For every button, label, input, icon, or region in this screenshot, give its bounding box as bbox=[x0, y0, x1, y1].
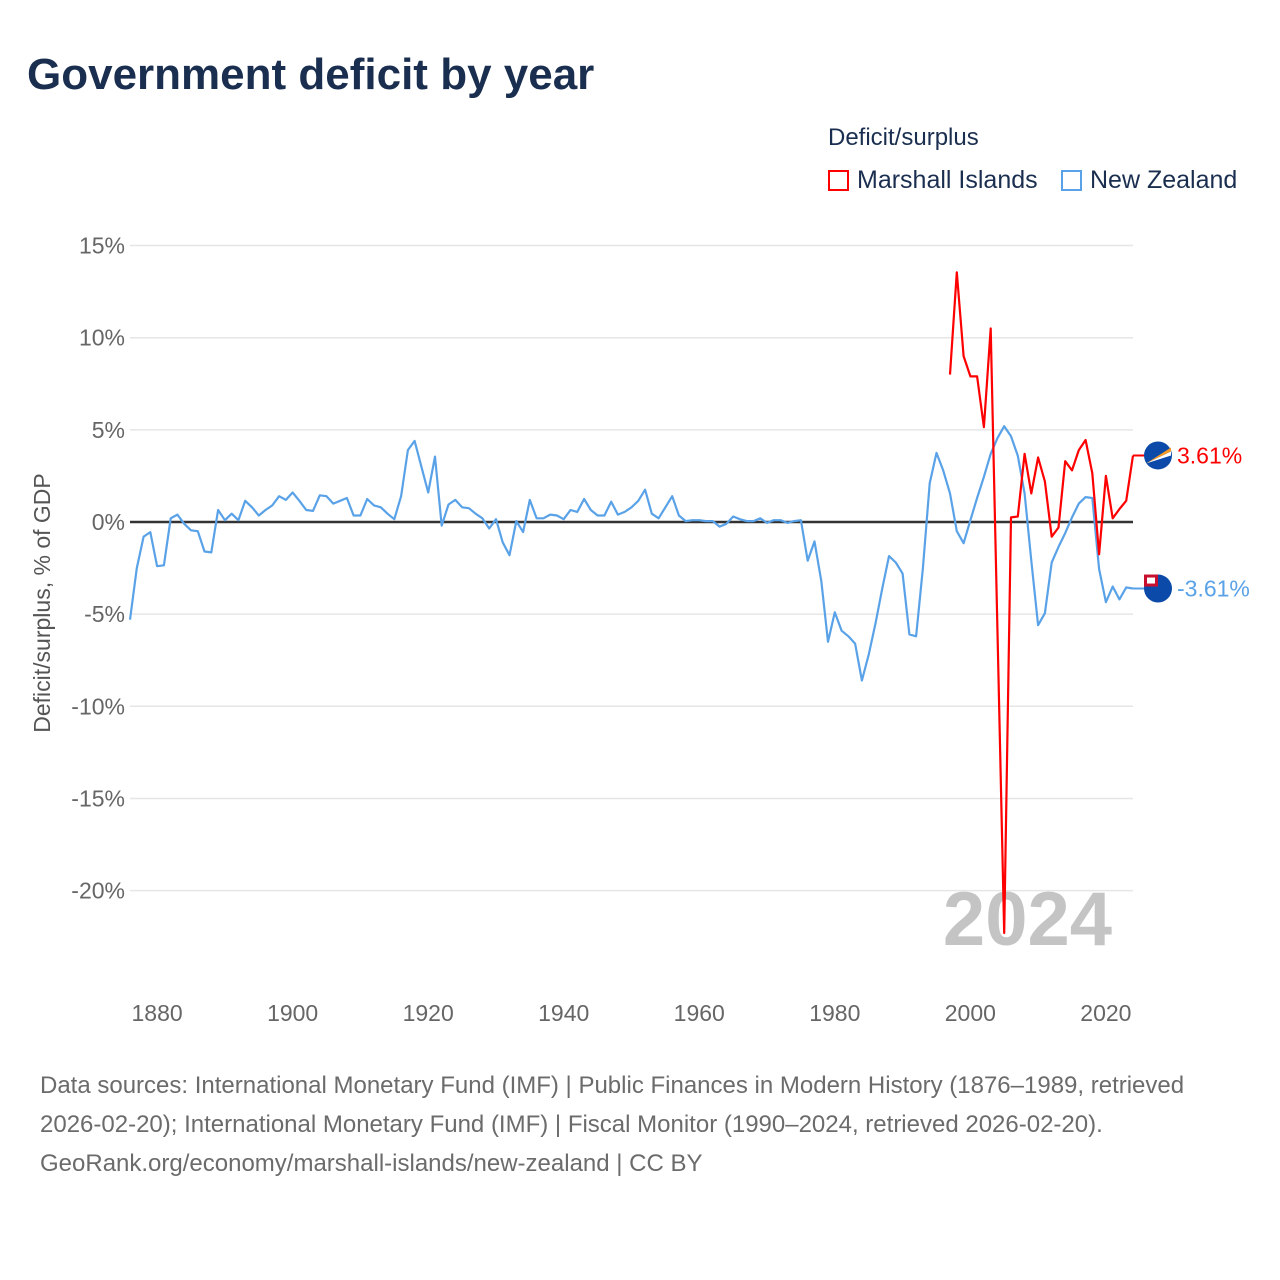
legend-item-marshall-islands[interactable]: Marshall Islands bbox=[828, 166, 1038, 195]
y-tick-label: 0% bbox=[92, 509, 125, 535]
chart-title: Government deficit by year bbox=[27, 50, 595, 99]
end-value-label: -3.61% bbox=[1177, 576, 1250, 602]
legend-swatch bbox=[828, 170, 849, 191]
marshall-islands-flag-icon bbox=[1144, 441, 1172, 470]
y-tick-label: -15% bbox=[71, 785, 125, 811]
flag-stripe bbox=[1146, 451, 1171, 464]
y-axis-label: Deficit/surplus, % of GDP bbox=[29, 473, 55, 732]
data-sources: Data sources: International Monetary Fun… bbox=[40, 1072, 1185, 1138]
legend-swatch bbox=[1061, 170, 1082, 191]
end-value-label: 3.61% bbox=[1177, 442, 1242, 468]
x-tick-label: 2020 bbox=[1080, 1000, 1131, 1026]
y-tick-label: -20% bbox=[71, 878, 125, 904]
flag-union-jack bbox=[1147, 577, 1155, 584]
footer: Data sources: International Monetary Fun… bbox=[40, 1066, 1240, 1183]
legend-label: Marshall Islands bbox=[857, 166, 1038, 194]
y-tick-label: 10% bbox=[79, 325, 125, 351]
x-tick-label: 1940 bbox=[538, 1000, 589, 1026]
y-tick-label: 15% bbox=[79, 233, 125, 259]
year-watermark: 2024 bbox=[943, 877, 1112, 962]
x-tick-label: 1980 bbox=[809, 1000, 860, 1026]
credit-link[interactable]: GeoRank.org/economy/marshall-islands/new… bbox=[40, 1150, 703, 1177]
x-tick-label: 2000 bbox=[945, 1000, 996, 1026]
legend-title: Deficit/surplus bbox=[828, 124, 979, 151]
flag-stripe bbox=[1146, 447, 1171, 464]
x-tick-label: 1880 bbox=[132, 1000, 183, 1026]
x-tick-label: 1960 bbox=[674, 1000, 725, 1026]
legend-item-new-zealand[interactable]: New Zealand bbox=[1061, 166, 1237, 195]
legend-label: New Zealand bbox=[1090, 166, 1238, 194]
y-tick-label: 5% bbox=[92, 417, 125, 443]
series-line-new-zealand bbox=[128, 425, 1134, 682]
y-tick-label: -10% bbox=[71, 693, 125, 719]
y-tick-label: -5% bbox=[84, 601, 125, 627]
x-tick-label: 1920 bbox=[403, 1000, 454, 1026]
series-line-marshall-islands bbox=[948, 271, 1135, 935]
x-tick-label: 1900 bbox=[267, 1000, 318, 1026]
line-chart: 15% 10% 5% 0% -5% -10% -15% -20% 1880 1900 1920 194… bbox=[29, 233, 1250, 1026]
